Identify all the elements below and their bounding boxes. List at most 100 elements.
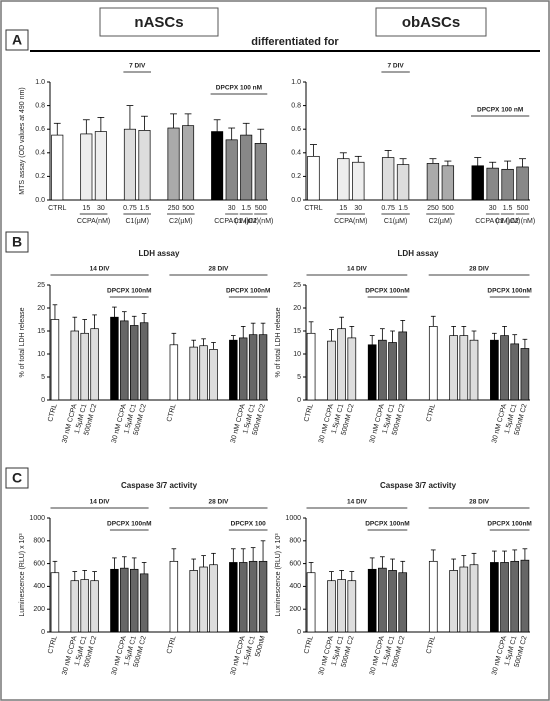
- bar: [307, 155, 320, 201]
- bar: [337, 328, 346, 401]
- panel-box: [5, 467, 29, 489]
- bracket-label: DPCPX 100 nM: [477, 107, 523, 114]
- y-tick-label: 25: [37, 282, 45, 289]
- y-tick-label: 0.0: [291, 197, 301, 204]
- bar: [50, 572, 60, 633]
- y-tick-label: 20: [293, 305, 301, 312]
- bar: [70, 580, 79, 633]
- bar: [428, 560, 438, 633]
- bar: [347, 580, 357, 633]
- bar: [209, 349, 218, 401]
- y-tick-label: 0.2: [35, 173, 45, 180]
- bar: [248, 334, 258, 401]
- bar: [130, 325, 139, 401]
- y-tick-label: 0: [41, 629, 45, 636]
- bracket-label: DPCPX 100nM: [487, 521, 531, 528]
- bar: [306, 332, 316, 401]
- x-tick-label: 15: [82, 205, 90, 212]
- bar: [306, 572, 316, 633]
- y-tick-label: 15: [293, 328, 301, 335]
- bar: [80, 332, 89, 401]
- bracket-label: DPCPX 100nM: [107, 288, 151, 295]
- group-label: C1(µM): [125, 218, 148, 225]
- y-axis-label: Luminescence (RLU) x 10³: [275, 533, 282, 617]
- y-tick-label: 10: [293, 351, 301, 358]
- x-tick-label: CTRL: [303, 403, 315, 423]
- bar: [347, 337, 357, 401]
- x-tick-label: 0.75: [123, 205, 137, 212]
- bar: [459, 566, 469, 633]
- bar: [225, 139, 238, 201]
- bar: [130, 568, 139, 633]
- y-tick-label: 800: [289, 538, 301, 545]
- bar: [500, 562, 509, 633]
- bracket-label: 7 DIV: [129, 63, 146, 70]
- bar: [378, 339, 387, 401]
- bar: [182, 125, 195, 201]
- bracket-label: DPCPX 100nM: [107, 521, 151, 528]
- y-tick-label: 0: [297, 629, 301, 636]
- y-tick-label: 600: [289, 560, 301, 567]
- x-tick-label: 30: [354, 205, 362, 212]
- bracket-label: 14 DIV: [347, 499, 368, 506]
- x-tick-label: 500: [182, 205, 194, 212]
- panel-box: [5, 29, 29, 51]
- bracket-label: 14 DIV: [90, 266, 111, 273]
- y-tick-label: 1000: [285, 515, 301, 522]
- bracket-label: DPCPX 100nM: [365, 521, 409, 528]
- group-label: C1 (µM): [233, 218, 258, 225]
- x-tick-label: CTRL: [425, 635, 437, 655]
- group-label: C1 (µM): [495, 218, 520, 225]
- bar: [70, 330, 79, 401]
- bar: [254, 143, 267, 201]
- x-tick-label: CTRL: [47, 403, 59, 423]
- bar: [120, 567, 129, 633]
- bar: [510, 343, 520, 401]
- y-tick-label: 15: [37, 328, 45, 335]
- chart-title: LDH assay: [398, 249, 439, 258]
- bar: [139, 573, 149, 633]
- bar: [441, 165, 455, 201]
- x-tick-label: 250: [427, 205, 439, 212]
- bracket-label: DPCPX 100 nM: [216, 85, 262, 92]
- y-tick-label: 0.8: [35, 102, 45, 109]
- header-box: [375, 7, 487, 37]
- y-tick-label: 0.2: [291, 173, 301, 180]
- bar: [138, 130, 151, 201]
- bracket-label: 28 DIV: [209, 266, 230, 273]
- bracket-label: DPCPX 100: [231, 521, 266, 528]
- x-tick-label: 500: [517, 205, 529, 212]
- x-tick-label: 0.75: [381, 205, 395, 212]
- bar: [120, 320, 129, 401]
- panel-label: A: [12, 32, 22, 48]
- group-label: C2(µM): [429, 218, 452, 225]
- bar: [239, 337, 248, 401]
- y-tick-label: 200: [33, 606, 45, 613]
- x-tick-label: CTRL: [304, 205, 322, 212]
- header-right: obASCs: [402, 14, 460, 31]
- group-label: C2 (nM): [248, 218, 273, 225]
- bracket-label: 14 DIV: [347, 266, 368, 273]
- x-tick-label: CTRL: [166, 635, 178, 655]
- bar: [520, 559, 530, 633]
- x-tick-label: CTRL: [425, 403, 437, 423]
- x-tick-label: 500: [442, 205, 454, 212]
- chart-title: Caspase 3/7 activity: [121, 481, 198, 490]
- bracket-label: 28 DIV: [209, 499, 230, 506]
- group-label: C2 (nM): [510, 218, 535, 225]
- bracket-label: DPCPX 100nM: [226, 288, 270, 295]
- x-tick-label: CTRL: [47, 635, 59, 655]
- bar: [51, 134, 64, 201]
- y-axis-label: % of total LDH release: [275, 307, 282, 377]
- x-tick-label: 15: [339, 205, 347, 212]
- x-tick-label: CTRL: [166, 403, 178, 423]
- y-tick-label: 10: [37, 351, 45, 358]
- y-tick-label: 25: [293, 282, 301, 289]
- y-tick-label: 0: [41, 397, 45, 404]
- group-label: CCPA(nM): [77, 218, 110, 225]
- bar: [139, 322, 149, 401]
- bar: [490, 339, 499, 401]
- bar: [520, 348, 530, 401]
- chart-title: LDH assay: [139, 249, 180, 258]
